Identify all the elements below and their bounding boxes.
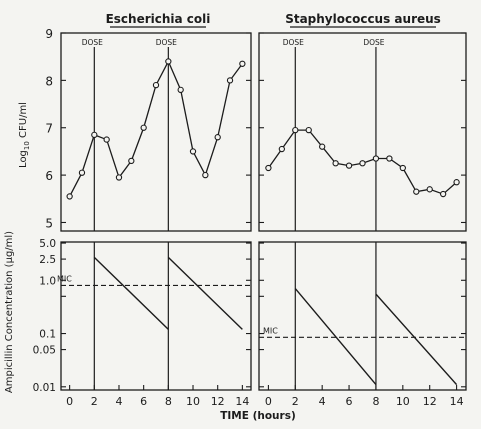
conc-ytick-label: 5.0 (39, 238, 56, 250)
ecoli-title: Escherichia coli (106, 12, 211, 26)
saureus-conc-mic-label: MIC (263, 326, 278, 335)
ecoli-concentration-axes (60, 241, 252, 391)
ecoli-cfu-data-point (165, 58, 172, 65)
ecoli-conc-xtick-label: 2 (91, 395, 98, 408)
saureus-conc-xtick-label: 12 (423, 395, 437, 408)
saureus-cfu-data-point (305, 126, 312, 134)
ecoli-cfu-data-point (177, 86, 184, 93)
ecoli-conc-xtick-label: 0 (66, 395, 73, 408)
cfu-ytick-label: 6 (45, 169, 53, 183)
saureus-cfu-dose-label: DOSE (283, 38, 304, 47)
ecoli-cfu-data-point (239, 60, 246, 67)
ecoli-conc-xtick-label: 10 (186, 395, 200, 408)
saureus-cfu-data-point (453, 179, 460, 186)
saureus-cfu-data-point (386, 155, 393, 162)
ecoli-cfu-dose-label: DOSE (82, 38, 103, 47)
ecoli-cfu-data-point (226, 77, 234, 84)
saureus-cfu-data-point (265, 164, 272, 172)
saureus-conc-xtick-label: 4 (319, 395, 326, 408)
ecoli-cfu-data-point (202, 171, 209, 179)
ecoli-cfu-data-point (152, 81, 160, 89)
ecoli-conc-xtick-label: 4 (115, 395, 122, 408)
saureus-conc-xtick-label: 10 (396, 395, 410, 408)
cfu-ytick-label: 9 (45, 27, 53, 41)
ecoli-conc-xtick-label: 6 (140, 395, 147, 408)
conc-ytick-label: 0.1 (39, 329, 56, 341)
conc-ytick-label: 0.05 (33, 345, 56, 357)
conc-ytick-label: 2.5 (39, 254, 56, 266)
ecoli-cfu-data-point (140, 124, 147, 131)
ecoli-cfu-data-point (115, 174, 123, 181)
saureus-conc-xtick-label: 6 (346, 395, 353, 408)
saureus-cfu-data-point (439, 190, 447, 198)
ecoli-cfu-data-point (103, 136, 110, 143)
saureus-cfu-data-point (319, 143, 326, 150)
ecoli-cfu-data-point (189, 148, 197, 155)
ecoli-conc-decay-line (93, 256, 169, 330)
ecoli-conc-xtick-label: 12 (211, 395, 225, 408)
cfu-ytick-label: 7 (45, 122, 53, 136)
saureus-cfu-axes (258, 32, 467, 232)
ecoli-conc-decay-line (167, 256, 243, 330)
time-axis-label: TIME (hours) (220, 410, 296, 422)
saureus-cfu-data-point (345, 162, 353, 169)
ecoli-cfu-data-point (128, 157, 135, 165)
ecoli-cfu-dose-label: DOSE (156, 38, 177, 47)
concentration-axis-label: Ampicillin Concentration (µg/ml) (4, 231, 15, 393)
saureus-cfu-data-point (292, 126, 299, 134)
saureus-cfu-data-point (413, 188, 420, 195)
saureus-conc-xtick-label: 0 (265, 395, 272, 408)
saureus-cfu-dose-label: DOSE (363, 38, 384, 47)
saureus-cfu-data-point (426, 186, 433, 193)
ecoli-cfu-data-point (214, 134, 221, 141)
ecoli-cfu-data-point (66, 193, 73, 200)
ecoli-cfu-data-point (91, 131, 98, 138)
saureus-conc-xtick-label: 14 (450, 395, 464, 408)
saureus-cfu-data-point (278, 145, 286, 153)
ecoli-conc-mic-label: MIC (57, 274, 72, 283)
cfu-ytick-label: 8 (45, 74, 53, 88)
ecoli-conc-xtick-label: 8 (165, 395, 172, 408)
saureus-cfu-data-point (372, 155, 380, 162)
saureus-cfu-data-point (332, 160, 339, 167)
saureus-conc-decay-line (294, 288, 377, 386)
conc-ytick-label: 0.01 (33, 382, 56, 394)
saureus-conc-decay-line (375, 293, 458, 386)
saureus-conc-xtick-label: 2 (292, 395, 299, 408)
ecoli-cfu-data-point (78, 169, 86, 176)
saureus-conc-xtick-label: 8 (372, 395, 379, 408)
chart-marks: DOSE DOSE DOSE DOSE 5 6 7 8 9 0 2 4 6 8 10 12 14 MIC 0 2 4 6 8… (33, 27, 466, 408)
cfu-axis-label: Log10 CFU/ml (18, 102, 31, 168)
cfu-ytick-label: 5 (45, 216, 53, 230)
saureus-cfu-data-point (359, 160, 366, 167)
conc-ytick-label: 1.0 (39, 275, 56, 287)
saureus-concentration-axes (258, 241, 467, 391)
ecoli-conc-xtick-label: 14 (235, 395, 249, 408)
ecoli-cfu-axes (60, 32, 252, 232)
saureus-title: Staphylococcus aureus (285, 12, 441, 26)
saureus-cfu-data-point (399, 164, 406, 172)
